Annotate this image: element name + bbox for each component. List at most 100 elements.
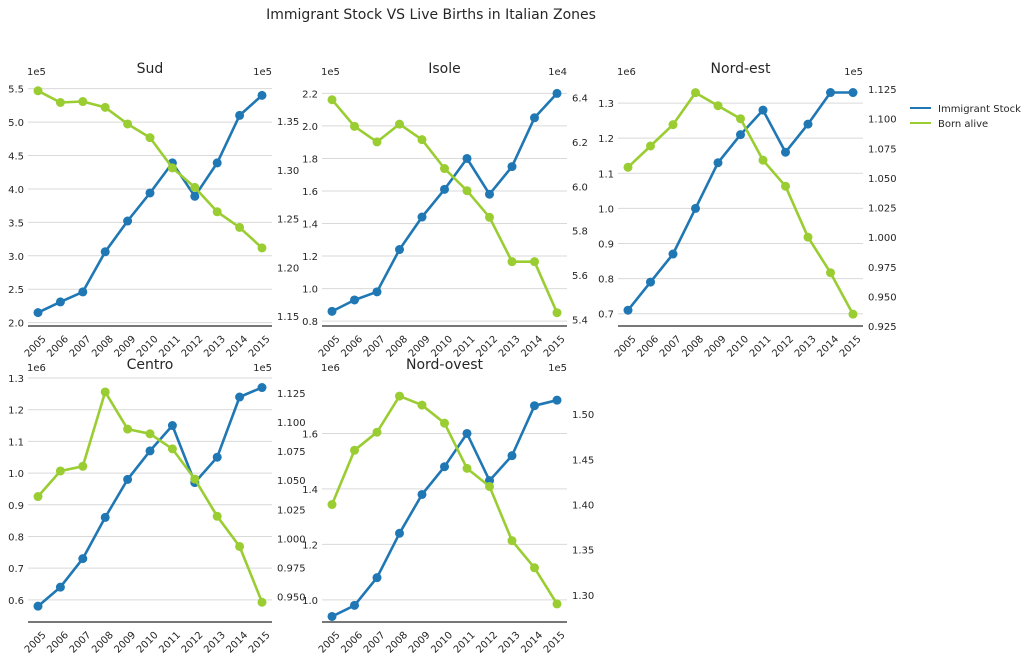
data-point [530,257,539,267]
right-tick-label: 1.15 [277,312,299,323]
data-point [623,162,633,172]
x-tick-label: 2007 [362,630,388,656]
data-point [623,305,633,315]
data-point [485,481,494,491]
series-line [626,91,853,312]
panel-title: Centro [127,357,174,373]
data-point [212,511,222,521]
x-tick-label: 2009 [703,334,729,360]
data-point [257,243,267,253]
data-point [440,184,449,194]
data-point [78,97,88,107]
x-tick-label: 2006 [635,334,661,360]
data-point [55,466,65,476]
right-axis-multiplier: 1e4 [548,67,567,78]
panel-title: Nord-est [711,61,771,77]
series-immigrant-stock [327,88,562,316]
left-tick-label: 1.0 [302,596,318,607]
data-point [327,306,337,316]
data-point [803,119,813,129]
chart-panels: Sud 1e5 1e5 2.0 2.5 3.0 3.5 4.0 4.5 5.0 5.5 1.15 1.2… [8,61,897,656]
data-point [145,446,155,456]
data-point [257,383,267,393]
left-tick-label: 1.2 [8,406,24,417]
left-tick-label: 0.8 [8,532,24,543]
data-point [350,445,359,455]
left-tick-label: 1.6 [302,429,318,440]
x-tick-label: 2007 [362,334,388,360]
right-tick-label: 1.35 [277,117,299,128]
data-point [736,114,745,124]
data-point [507,451,517,461]
x-tick-label: 2015 [542,334,568,360]
data-point [395,245,404,255]
left-tick-label: 5.0 [8,118,24,129]
x-tick-label: 2008 [680,334,706,360]
series-born-alive [33,86,267,253]
data-point [123,424,133,434]
x-tick-label: 2014 [815,334,841,360]
x-tick-label: 2012 [180,334,206,360]
left-axis-multiplier: 1e5 [321,67,340,78]
data-point [372,287,382,297]
left-tick-label: 1.1 [598,169,614,180]
data-point [803,232,813,242]
right-tick-label: 0.925 [868,322,897,333]
x-tick-label: 2012 [180,630,206,656]
data-point [530,401,539,411]
x-tick-label: 2013 [202,334,228,360]
right-tick-label: 6.0 [572,182,588,193]
x-tick-label: 2005 [23,334,49,360]
left-tick-label: 1.3 [598,99,614,110]
data-point [372,427,382,437]
data-point [781,147,790,157]
right-tick-label: 1.050 [868,174,897,185]
panel-title: Isole [428,61,461,77]
data-point [646,141,655,151]
left-tick-label: 3.0 [8,252,24,263]
x-tick-label: 2009 [407,630,433,656]
left-tick-label: 2.5 [8,285,24,296]
right-tick-label: 1.100 [868,115,897,126]
data-point [646,277,655,287]
data-point [33,308,43,318]
left-tick-label: 1.2 [302,540,318,551]
x-tick-label: 2006 [339,630,365,656]
legend-label-born-alive: Born alive [938,119,988,130]
left-tick-label: 4.0 [8,185,24,196]
left-tick-label: 4.5 [8,152,24,163]
x-tick-label: 2006 [45,334,71,360]
data-point [826,88,835,98]
panel-title: Sud [137,61,164,77]
data-point [167,444,177,454]
data-point [668,120,678,130]
left-tick-label: 0.6 [8,596,24,607]
series-born-alive [327,95,562,318]
data-point [100,512,110,522]
left-tick-label: 0.7 [598,310,614,321]
data-point [395,391,404,401]
right-tick-label: 6.4 [572,94,588,105]
x-tick-label: 2013 [497,630,523,656]
data-point [257,90,267,100]
x-tick-label: 2014 [224,334,250,360]
data-point [781,181,790,191]
data-point [167,421,177,431]
right-tick-label: 5.4 [572,315,588,326]
right-axis-multiplier: 1e5 [548,363,567,374]
x-tick-label: 2011 [748,334,774,360]
data-point [372,137,382,147]
x-tick-label: 2014 [519,630,545,656]
data-point [507,536,517,546]
right-tick-label: 1.20 [277,263,299,274]
left-tick-label: 1.3 [8,374,24,385]
data-point [736,130,745,140]
data-point [417,212,427,222]
panel-nord-est: Nord-est 1e6 1e5 0.7 0.8 0.9 1.0 1.1 1.2 1.3 0.925… [598,61,897,360]
x-tick-label: 2010 [135,630,161,656]
right-tick-label: 1.050 [277,476,306,487]
x-tick-label: 2011 [452,630,478,656]
data-point [190,182,200,192]
data-point [372,573,382,583]
data-point [826,268,835,278]
